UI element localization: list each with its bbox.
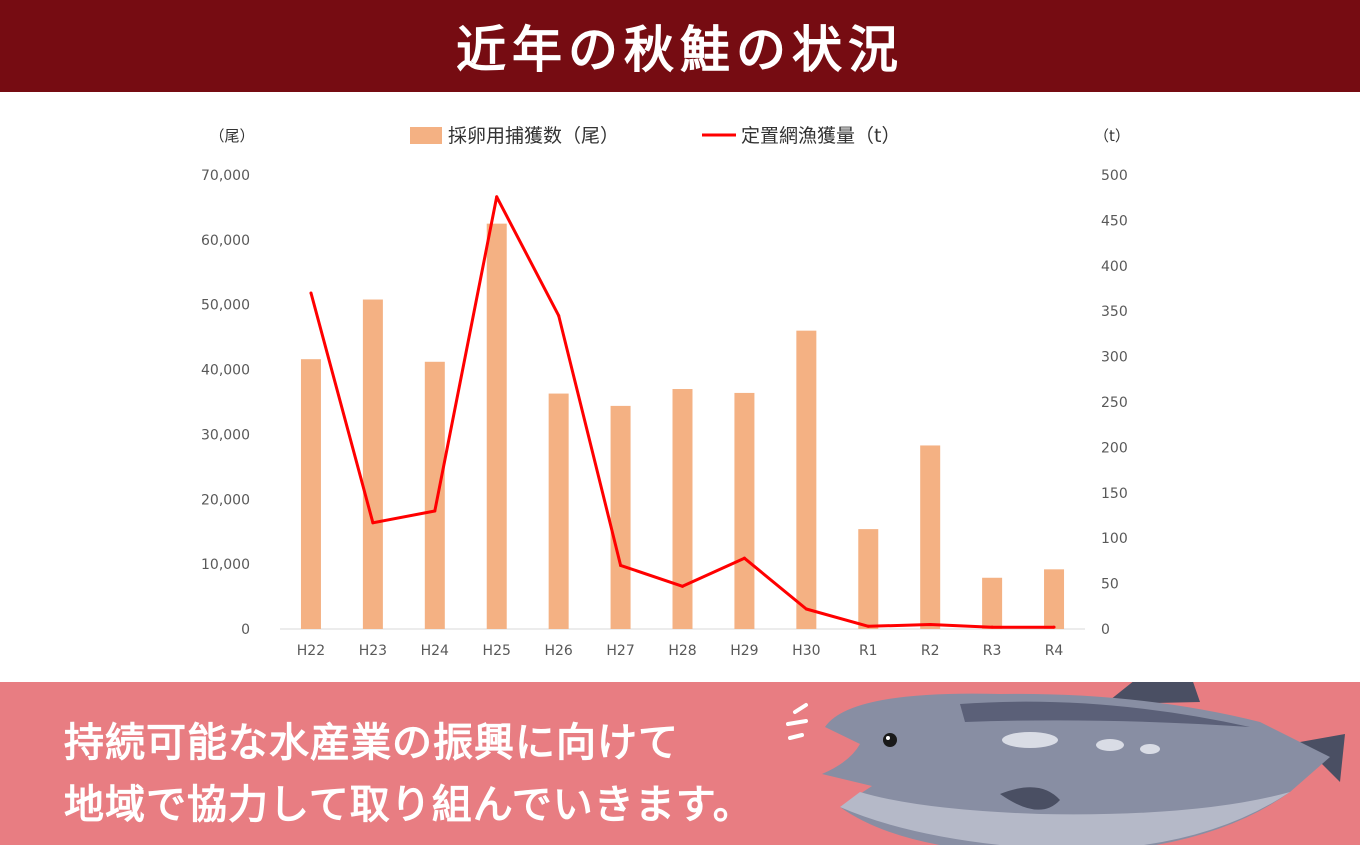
bar-H29	[734, 392, 755, 629]
line-point-H26	[557, 314, 561, 318]
line-point-H29	[742, 556, 746, 560]
line-point-R3	[990, 625, 994, 629]
fish-spot	[1002, 732, 1058, 748]
fish-eye-highlight	[886, 736, 890, 740]
y-right-unit-label: （t）	[1094, 127, 1130, 145]
line-point-H27	[619, 563, 623, 567]
bar-R4	[1044, 569, 1065, 629]
y-left-tick-label: 20,000	[201, 492, 250, 508]
fish-dorsal-fin	[1105, 682, 1200, 704]
legend-label-line: 定置網漁獲量（t）	[741, 125, 900, 147]
bar-R1	[858, 529, 879, 629]
fish-eye	[883, 733, 897, 747]
bar-H26	[548, 393, 569, 629]
surprise-lines-icon	[786, 703, 808, 740]
y-right-tick-label: 150	[1101, 486, 1128, 502]
bar-H27	[610, 405, 631, 629]
y-right-tick-label: 400	[1101, 259, 1128, 275]
x-tick-label: H28	[668, 643, 696, 659]
line-point-R1	[866, 624, 870, 628]
bar-H23	[362, 299, 383, 629]
y-right-tick-label: 500	[1101, 168, 1128, 184]
chart: （尾） （t） 採卵用捕獲数（尾） 定置網漁獲量（t） 0 10,000 20,00…	[201, 125, 1130, 659]
y-right-tick-label: 200	[1101, 440, 1128, 456]
fish-spot	[1096, 739, 1124, 751]
line-point-H25	[495, 195, 499, 199]
fish-belly	[840, 792, 1290, 845]
page-title: 近年の秋鮭の状況	[0, 0, 1360, 92]
fish-back-stripe	[960, 701, 1250, 727]
y-left-axis: 0 10,000 20,000 30,000 40,000 50,000 60,000 70,…	[201, 168, 250, 638]
bar-H28	[672, 389, 693, 629]
y-right-tick-label: 350	[1101, 304, 1128, 320]
legend: 採卵用捕獲数（尾） 定置網漁獲量（t）	[410, 125, 900, 147]
y-left-tick-label: 10,000	[201, 557, 250, 573]
bar-H30	[796, 330, 817, 629]
y-right-tick-label: 0	[1101, 622, 1110, 638]
legend-label-bar: 採卵用捕獲数（尾）	[448, 125, 619, 147]
fish-pectoral-fin	[1000, 787, 1060, 810]
x-tick-label: R2	[921, 643, 940, 659]
y-left-tick-label: 30,000	[201, 427, 250, 443]
message-line-1: 持続可能な水産業の振興に向けて	[64, 720, 679, 766]
fish-body	[822, 693, 1330, 845]
legend-swatch-bar	[410, 127, 442, 144]
x-tick-label: H27	[606, 643, 634, 659]
y-right-axis: 0 50 100 150 200 250 300 350 400 450 500	[1101, 168, 1128, 638]
x-axis: H22 H23 H24 H25 H26 H27 H28 H29 H30 R1 R2 R3 R4	[297, 643, 1064, 659]
x-tick-label: H30	[792, 643, 820, 659]
x-tick-label: H23	[359, 643, 387, 659]
y-right-tick-label: 250	[1101, 395, 1128, 411]
fish-spot	[1140, 744, 1160, 754]
bar-H22	[300, 359, 321, 629]
line-point-H22	[309, 291, 313, 295]
bar-series	[300, 223, 1065, 629]
y-left-unit-label: （尾）	[209, 127, 254, 145]
y-left-tick-label: 60,000	[201, 233, 250, 249]
line-point-H24	[433, 509, 437, 513]
y-right-tick-label: 300	[1101, 350, 1128, 366]
message-line-2: 地域で協力して取り組んでいきます。	[64, 782, 754, 828]
y-left-tick-label: 40,000	[201, 363, 250, 379]
message-band: 持続可能な水産業の振興に向けて 地域で協力して取り組んでいきます。	[0, 682, 1360, 845]
y-left-tick-label: 70,000	[201, 168, 250, 184]
x-tick-label: H29	[730, 643, 758, 659]
x-tick-label: R3	[983, 643, 1002, 659]
x-tick-label: R1	[859, 643, 878, 659]
line-series	[309, 195, 1056, 629]
x-tick-label: R4	[1045, 643, 1064, 659]
y-right-tick-label: 100	[1101, 531, 1128, 547]
x-tick-label: H22	[297, 643, 325, 659]
bar-H24	[424, 361, 445, 629]
salmon-illustration	[786, 682, 1345, 845]
line-point-H30	[804, 607, 808, 611]
y-left-tick-label: 0	[241, 622, 250, 638]
line-point-H23	[371, 521, 375, 525]
bar-R3	[982, 577, 1003, 629]
bar-R2	[920, 445, 941, 629]
x-tick-label: H25	[483, 643, 511, 659]
bar-H25	[486, 223, 507, 629]
y-right-tick-label: 450	[1101, 213, 1128, 229]
line-point-R4	[1052, 625, 1056, 629]
y-right-tick-label: 50	[1101, 577, 1119, 593]
line-point-R2	[928, 622, 932, 626]
x-tick-label: H24	[421, 643, 449, 659]
x-tick-label: H26	[544, 643, 572, 659]
line-point-H28	[681, 584, 684, 588]
y-left-tick-label: 50,000	[201, 298, 250, 314]
